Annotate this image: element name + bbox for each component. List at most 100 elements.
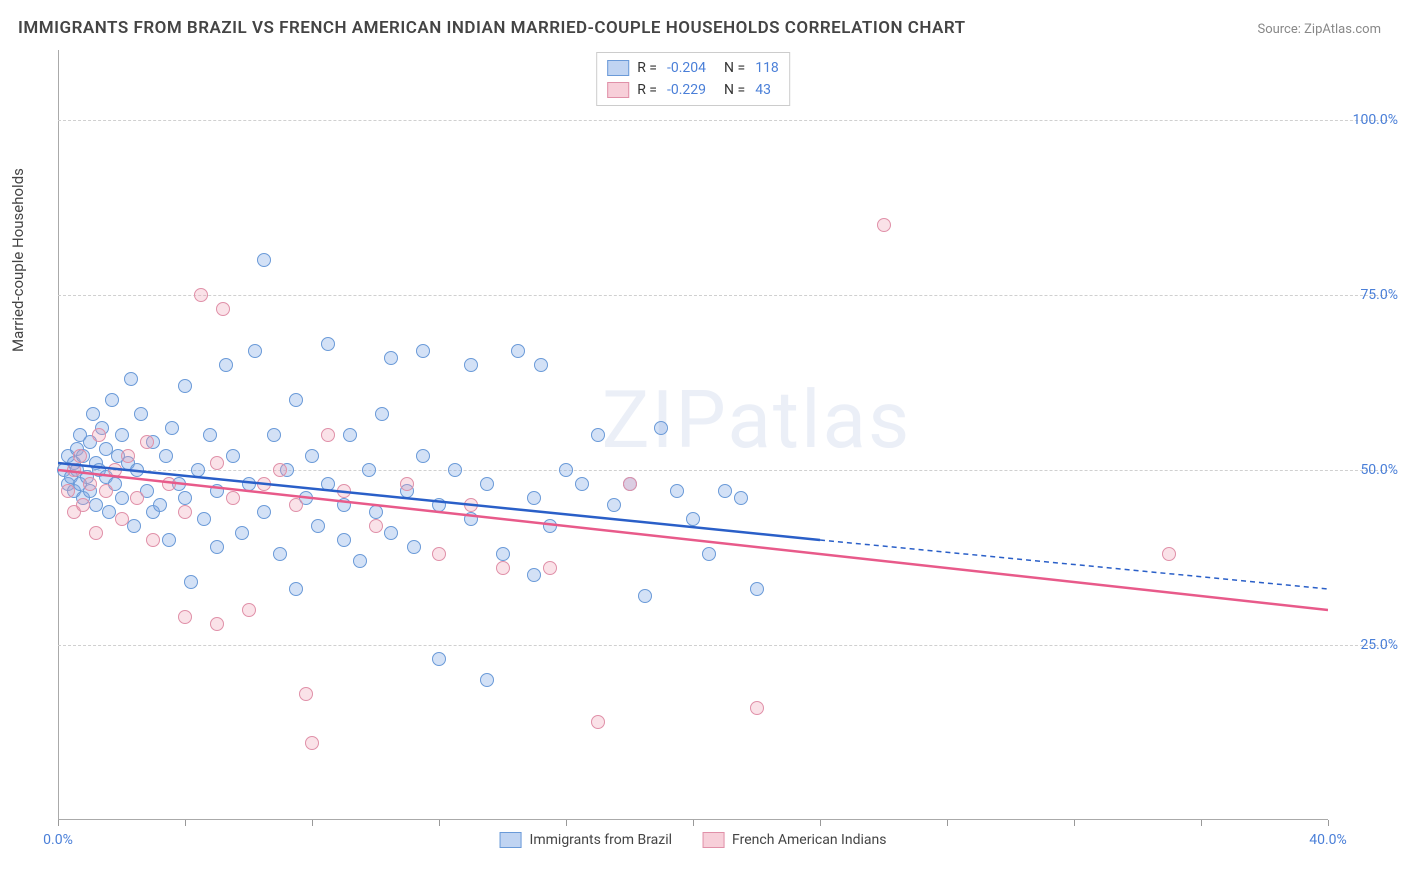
scatter-point [178,610,192,624]
x-tick [439,820,440,826]
scatter-point [416,449,430,463]
scatter-point [654,421,668,435]
scatter-point [750,582,764,596]
legend-swatch [607,60,629,76]
gridline-h [58,470,1388,471]
scatter-point [670,484,684,498]
scatter-point [210,456,224,470]
scatter-point [92,428,106,442]
scatter-point [686,512,700,526]
trendline-solid [58,470,1328,610]
scatter-point [543,561,557,575]
scatter-point [178,379,192,393]
scatter-point [67,463,81,477]
scatter-point [400,477,414,491]
x-tick [566,820,567,826]
scatter-point [384,526,398,540]
scatter-point [115,491,129,505]
scatter-point [448,463,462,477]
x-tick [947,820,948,826]
scatter-point [1162,547,1176,561]
scatter-point [591,715,605,729]
scatter-point [496,561,510,575]
scatter-point [311,519,325,533]
legend-n-label: N = [724,60,745,76]
source-label: Source: ZipAtlas.com [1257,22,1381,37]
x-tick [58,820,59,826]
scatter-point [407,540,421,554]
scatter-point [257,253,271,267]
scatter-point [197,512,211,526]
x-tick [693,820,694,826]
scatter-point [105,393,119,407]
watermark: ZIPatlas [602,373,912,467]
chart-title: IMMIGRANTS FROM BRAZIL VS FRENCH AMERICA… [18,18,966,38]
scatter-point [210,484,224,498]
scatter-point [750,701,764,715]
scatter-point [248,344,262,358]
y-tick-label: 100.0% [1353,112,1398,128]
x-tick [1201,820,1202,826]
scatter-point [527,491,541,505]
scatter-point [162,533,176,547]
scatter-point [134,407,148,421]
scatter-point [607,498,621,512]
legend-swatch [607,82,629,98]
legend-label: French American Indians [732,832,886,848]
scatter-point [575,477,589,491]
scatter-point [61,484,75,498]
scatter-point [432,547,446,561]
scatter-point [511,344,525,358]
scatter-point [289,393,303,407]
scatter-point [242,603,256,617]
correlation-legend-row: R = -0.229 N = 43 [607,79,779,101]
x-tick [1328,820,1329,826]
scatter-point [432,498,446,512]
x-tick [820,820,821,826]
scatter-point [191,463,205,477]
scatter-point [321,337,335,351]
scatter-point [73,449,87,463]
legend-n-value: 43 [755,82,771,98]
scatter-point [108,463,122,477]
legend-label: Immigrants from Brazil [530,832,673,848]
legend-item: Immigrants from Brazil [500,832,673,848]
x-tick [1074,820,1075,826]
scatter-point [289,498,303,512]
scatter-point [165,421,179,435]
scatter-point [216,302,230,316]
scatter-point [543,519,557,533]
trendline-dashed [820,540,1328,589]
scatter-point [226,491,240,505]
scatter-point [124,372,138,386]
scatter-point [178,505,192,519]
scatter-point [337,533,351,547]
scatter-point [369,505,383,519]
scatter-point [242,477,256,491]
scatter-point [235,526,249,540]
scatter-point [226,449,240,463]
x-tick-label: 40.0% [1309,832,1347,848]
scatter-point [527,568,541,582]
scatter-point [99,484,113,498]
scatter-point [343,428,357,442]
scatter-point [257,477,271,491]
scatter-point [638,589,652,603]
scatter-point [257,505,271,519]
scatter-point [480,477,494,491]
x-tick-label: 0.0% [43,832,73,848]
scatter-point [210,540,224,554]
scatter-point [591,428,605,442]
correlation-legend: R = -0.204 N = 118 R = -0.229 N = 43 [596,52,790,106]
series-legend: Immigrants from Brazil French American I… [500,832,887,848]
scatter-point [289,582,303,596]
scatter-point [362,463,376,477]
scatter-point [267,428,281,442]
scatter-point [130,491,144,505]
scatter-point [464,498,478,512]
scatter-point [321,477,335,491]
legend-n-value: 118 [755,60,779,76]
scatter-point [416,344,430,358]
scatter-point [210,617,224,631]
scatter-point [877,218,891,232]
